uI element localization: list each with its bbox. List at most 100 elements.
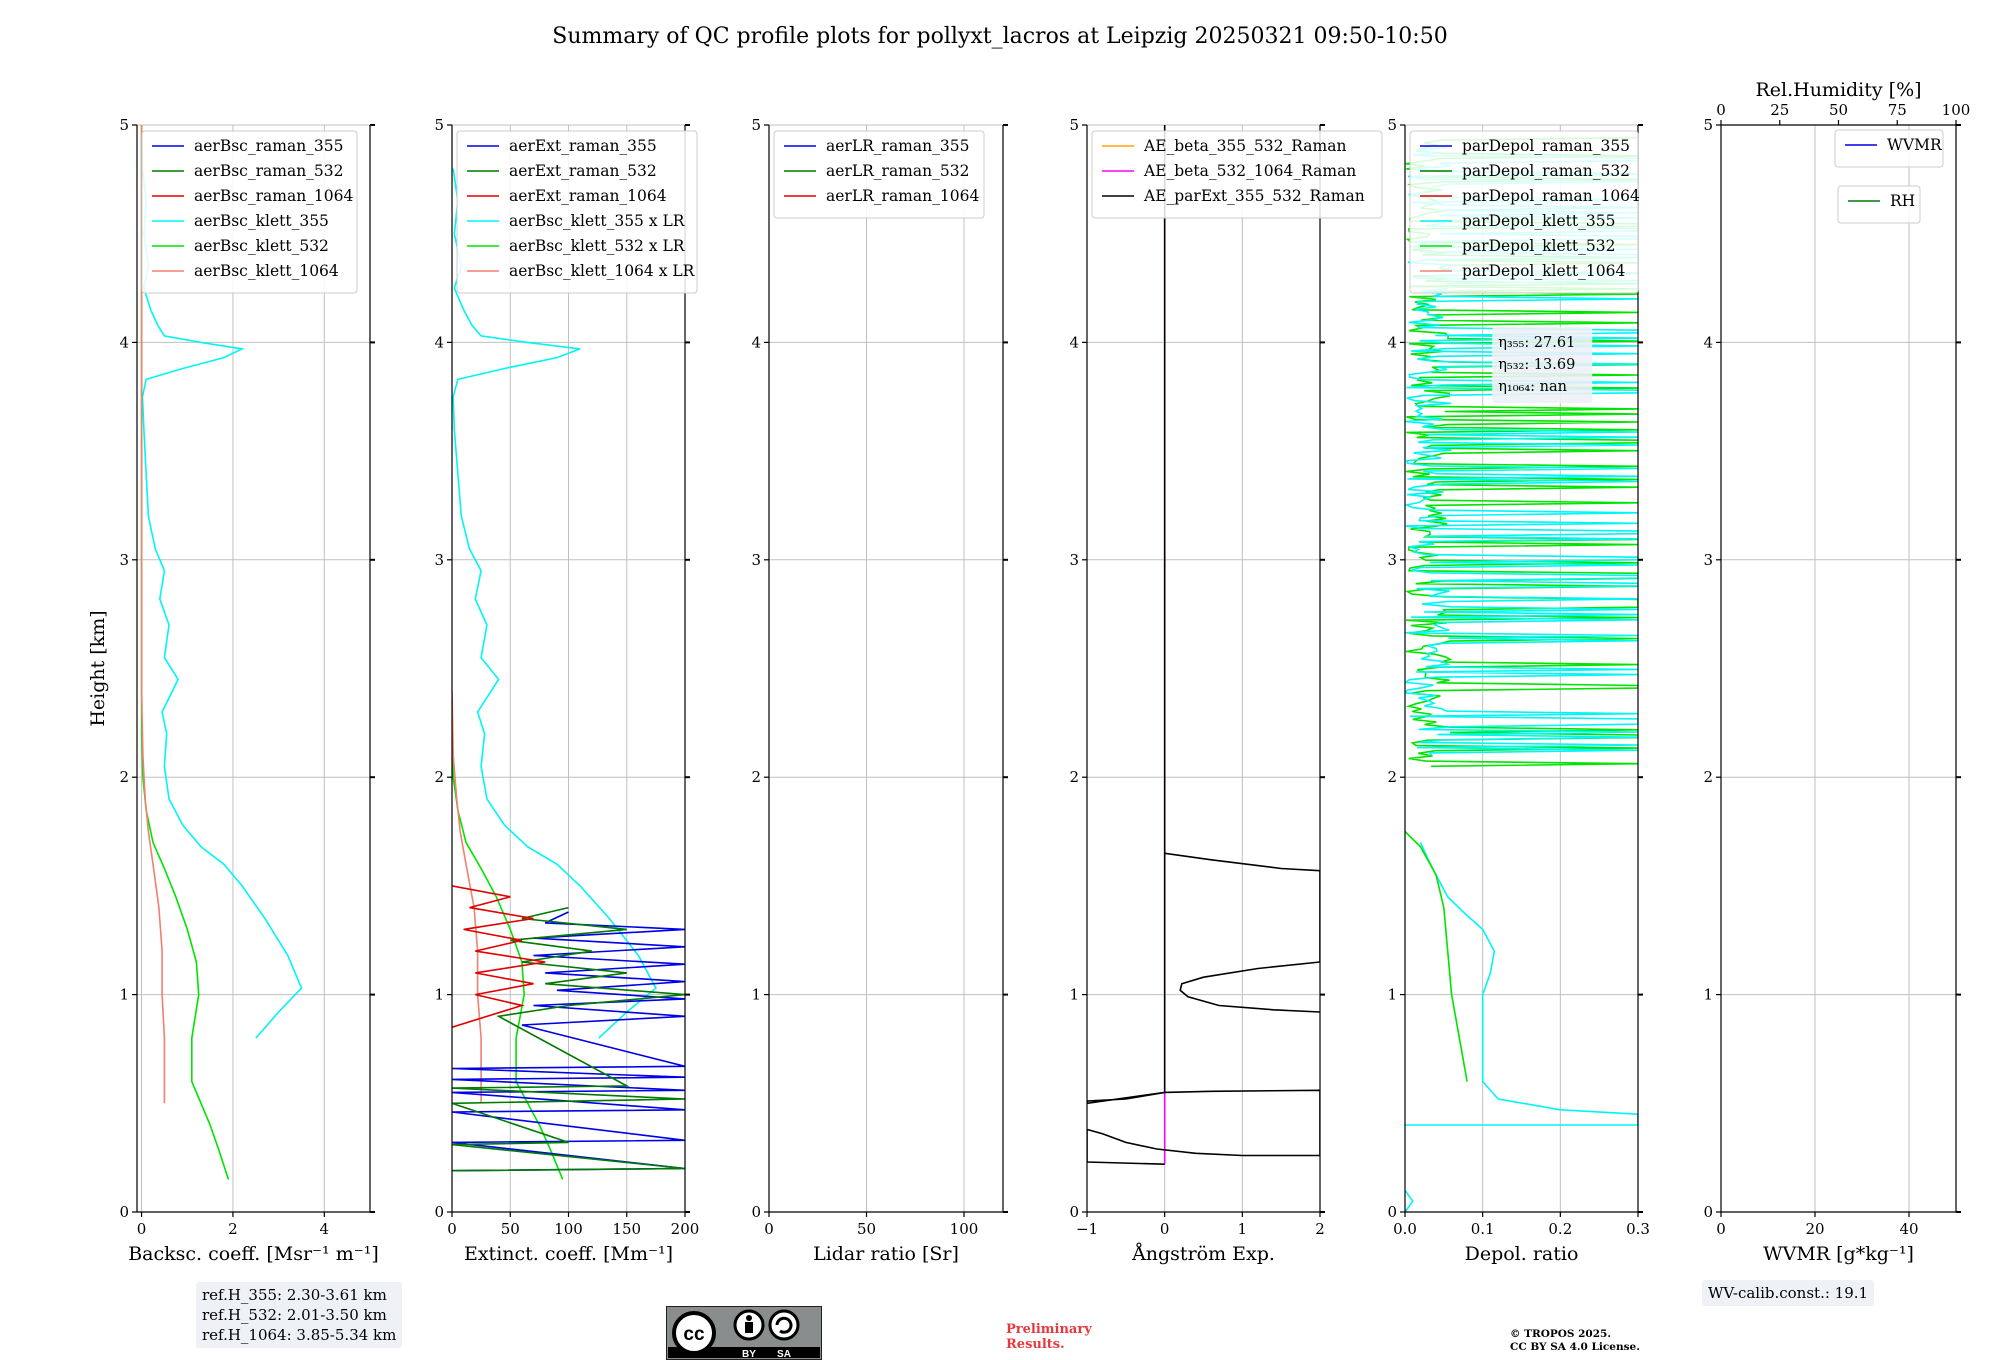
x-axis-label: Extinct. coeff. [Mm⁻¹] <box>464 1243 673 1265</box>
series-pardepol-klett-355 <box>1405 842 1638 1126</box>
top-xtick-label: 100 <box>1942 101 1971 119</box>
reference-heights-box: ref.H_355: 2.30-3.61 km ref.H_532: 2.01-… <box>196 1282 403 1348</box>
ytick-label: 4 <box>119 333 129 351</box>
legend-label: aerLR_raman_355 <box>826 137 969 155</box>
legend-label: aerBsc_raman_355 <box>194 137 344 155</box>
ytick-label: 0 <box>1387 1203 1397 1221</box>
legend-label: parDepol_klett_532 <box>1462 237 1615 255</box>
legend-label: aerBsc_klett_355 x LR <box>509 212 686 230</box>
top-axis-label: Rel.Humidity [%] <box>1755 79 1921 101</box>
xtick-label: 200 <box>671 1220 700 1238</box>
xtick-label: 50 <box>501 1220 520 1238</box>
figure-title: Summary of QC profile plots for pollyxt_… <box>552 24 1447 49</box>
legend-label: aerExt_raman_532 <box>509 162 657 180</box>
xtick-label: 1 <box>1238 1220 1248 1238</box>
legend-label: aerBsc_klett_355 <box>194 212 329 230</box>
ytick-label: 0 <box>1703 1203 1713 1221</box>
xtick-label: 100 <box>554 1220 583 1238</box>
top-xtick-label: 75 <box>1888 101 1907 119</box>
series-aerbsc-klett-355 <box>140 135 303 1039</box>
legend-label: aerBsc_raman_1064 <box>194 187 354 205</box>
ytick-label: 1 <box>1069 986 1079 1004</box>
ytick-label: 4 <box>1703 333 1713 351</box>
series-pardepol-klett-355 <box>1405 1189 1414 1212</box>
ytick-label: 4 <box>751 333 761 351</box>
xtick-label: 4 <box>320 1220 330 1238</box>
legend-label: aerBsc_klett_1064 <box>194 262 339 280</box>
legend-label: AE_beta_532_1064_Raman <box>1143 162 1356 180</box>
ytick-label: 1 <box>434 986 444 1004</box>
top-xtick-label: 0 <box>1716 101 1726 119</box>
legend-box <box>1837 185 1921 224</box>
ref-height-355: ref.H_355: 2.30-3.61 km <box>202 1286 387 1304</box>
series-aerext-raman-1064 <box>452 885 546 1028</box>
ytick-label: 2 <box>1387 768 1397 786</box>
ytick-label: 1 <box>119 986 129 1004</box>
series-pardepol-klett-532 <box>1405 830 1468 1082</box>
series-ae-parext-355-532-raman <box>1087 125 1320 1165</box>
xtick-label: 0 <box>447 1220 457 1238</box>
ytick-label: 4 <box>434 333 444 351</box>
sa-share-icon <box>768 1309 800 1341</box>
x-axis-label: Lidar ratio [Sr] <box>813 1243 959 1265</box>
legend-label: parDepol_raman_1064 <box>1462 187 1640 205</box>
ytick-label: 0 <box>751 1203 761 1221</box>
ytick-label: 2 <box>119 768 129 786</box>
ytick-label: 2 <box>1069 768 1079 786</box>
ytick-label: 0 <box>119 1203 129 1221</box>
legend-label: aerLR_raman_532 <box>826 162 969 180</box>
xtick-label: 100 <box>950 1220 979 1238</box>
calibration-annotation: η₁₀₆₄: nan <box>1498 379 1567 395</box>
top-xtick-label: 50 <box>1829 101 1848 119</box>
top-xtick-label: 25 <box>1770 101 1789 119</box>
x-axis-label: Backsc. coeff. [Msr⁻¹ m⁻¹] <box>128 1243 379 1265</box>
ytick-label: 4 <box>1387 333 1397 351</box>
series-aerext-raman-355 <box>452 911 685 1172</box>
x-axis-label: Depol. ratio <box>1465 1243 1579 1265</box>
xtick-label: 0.1 <box>1471 1220 1495 1238</box>
ytick-label: 3 <box>1069 551 1079 569</box>
ytick-label: 1 <box>1703 986 1713 1004</box>
legend-label: aerBsc_klett_532 <box>194 237 329 255</box>
legend-box <box>773 130 985 219</box>
ytick-label: 1 <box>1387 986 1397 1004</box>
y-axis-label: Height [km] <box>87 610 109 726</box>
legend-label: WVMR <box>1887 136 1943 154</box>
calibration-annotation-box <box>1492 327 1593 403</box>
xtick-label: 50 <box>857 1220 876 1238</box>
ytick-label: 2 <box>434 768 444 786</box>
legend-box <box>456 130 698 294</box>
ytick-label: 1 <box>751 986 761 1004</box>
wv-calibration-box: WV-calib.const.: 19.1 <box>1702 1280 1875 1306</box>
legend-label: aerExt_raman_355 <box>509 137 657 155</box>
xtick-label: −1 <box>1076 1220 1098 1238</box>
xtick-label: 0 <box>1716 1220 1726 1238</box>
xtick-label: 0 <box>1160 1220 1170 1238</box>
legend-label: parDepol_raman_355 <box>1462 137 1630 155</box>
preliminary-results-note: Preliminary Results. <box>1006 1322 1092 1352</box>
ytick-label: 5 <box>751 116 761 134</box>
calibration-annotation: η₃₅₅: 27.61 <box>1498 335 1575 351</box>
ytick-label: 3 <box>1387 551 1397 569</box>
xtick-label: 20 <box>1805 1220 1824 1238</box>
copyright-note: © TROPOS 2025. CC BY SA 4.0 License. <box>1510 1328 1640 1353</box>
series-aerbsc-klett-1064-x-lr <box>452 690 482 1104</box>
ytick-label: 5 <box>119 116 129 134</box>
xtick-label: 0.0 <box>1393 1220 1417 1238</box>
svg-text:cc: cc <box>683 1324 705 1345</box>
legend-box <box>1409 130 1639 294</box>
legend-label: aerLR_raman_1064 <box>826 187 979 205</box>
xtick-label: 2 <box>228 1220 238 1238</box>
ytick-label: 3 <box>434 551 444 569</box>
xtick-label: 0.2 <box>1548 1220 1572 1238</box>
xtick-label: 2 <box>1315 1220 1325 1238</box>
panel-depol: 0 1 2 3 4 5 0.0 0.1 0.2 0.3 Depol. ratio parDepol_r… <box>1387 116 1649 1265</box>
ytick-label: 4 <box>1069 333 1079 351</box>
legend-label: AE_beta_355_532_Raman <box>1143 137 1346 155</box>
ytick-label: 5 <box>1703 116 1713 134</box>
